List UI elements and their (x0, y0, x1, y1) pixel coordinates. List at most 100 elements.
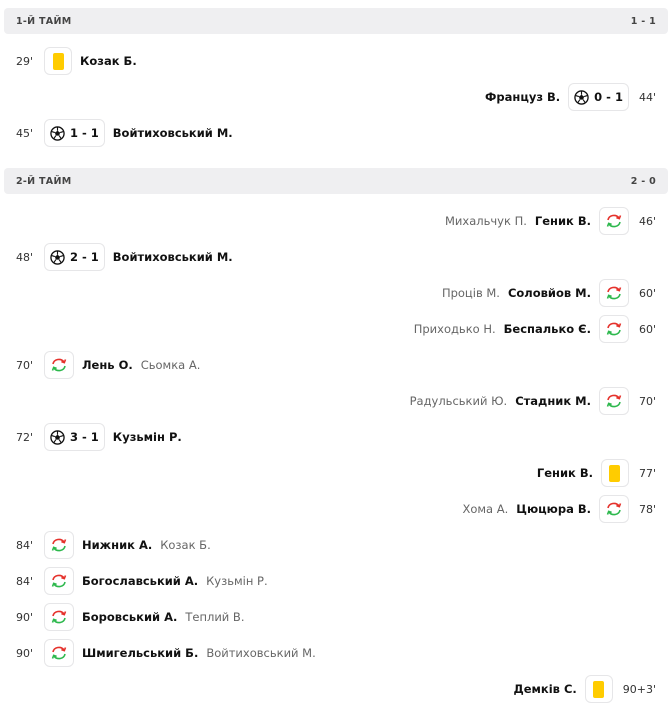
half-score: 2 - 0 (630, 175, 656, 187)
player-name[interactable]: Шмигельський Б. (82, 646, 199, 660)
player-name[interactable]: Богославський А. (82, 574, 199, 588)
yellow-card-icon (52, 52, 64, 70)
player-name[interactable]: Войтиховський М. (112, 250, 233, 264)
player-name[interactable]: Нижник А. (82, 538, 153, 552)
event-minute: 48' (16, 250, 34, 264)
event-type-badge (598, 495, 629, 523)
event-type-badge (44, 567, 74, 595)
event-type-badge (44, 603, 74, 631)
event-type-badge (598, 315, 629, 343)
event-type-badge: 2 - 1 (44, 243, 105, 271)
event-type-badge (598, 387, 629, 415)
substituted-player[interactable]: Теплий В. (185, 610, 245, 624)
event-minute: 78' (638, 502, 656, 516)
event-type-badge (44, 639, 74, 667)
player-name[interactable]: Цюцюра В. (516, 502, 591, 516)
event-minute: 60' (638, 322, 656, 336)
substitution-icon (50, 357, 68, 373)
substituted-player[interactable]: Радульський Ю. (409, 394, 508, 408)
half-header: 2-Й ТАЙМ 2 - 0 (4, 168, 668, 194)
player-name[interactable]: Геник В. (534, 214, 591, 228)
event-type-badge (44, 351, 74, 379)
event-minute: 70' (638, 394, 656, 408)
football-icon (574, 89, 589, 105)
event-row: Проців М. Соловйов М. 60' (0, 278, 670, 308)
event-type-badge: 1 - 1 (44, 119, 105, 147)
substitution-icon (605, 393, 623, 409)
event-type-badge (598, 279, 629, 307)
substitution-icon (605, 501, 623, 517)
goal-score: 2 - 1 (70, 250, 99, 264)
goal-score: 1 - 1 (70, 126, 99, 140)
substitution-icon (605, 321, 623, 337)
event-row: Хома А. Цюцюра В. 78' (0, 494, 670, 524)
event-type-badge (44, 47, 72, 75)
football-icon (50, 249, 65, 265)
event-minute: 60' (638, 286, 656, 300)
event-row: Приходько Н. Беспалько Є. 60' (0, 314, 670, 344)
event-minute: 70' (16, 358, 34, 372)
event-row: Француз В. 0 - 1 44' (0, 82, 670, 112)
event-type-badge: 0 - 1 (568, 83, 629, 111)
event-minute: 90+3' (622, 682, 656, 696)
event-type-badge: 3 - 1 (44, 423, 105, 451)
substituted-player[interactable]: Кузьмін Р. (206, 574, 268, 588)
event-minute: 44' (638, 90, 656, 104)
player-name[interactable]: Геник В. (536, 466, 593, 480)
event-type-badge (584, 675, 613, 703)
yellow-card-icon (593, 680, 605, 698)
event-row: 84' Богославський А. Кузьмін Р. (0, 566, 670, 596)
event-row: Радульський Ю. Стадник М. 70' (0, 386, 670, 416)
event-row: Геник В. 77' (0, 458, 670, 488)
yellow-card-icon (609, 464, 621, 482)
goal-score: 0 - 1 (594, 90, 623, 104)
football-icon (50, 429, 65, 445)
player-name[interactable]: Козак Б. (80, 54, 137, 68)
player-name[interactable]: Беспалько Є. (503, 322, 591, 336)
event-row: 90' Боровський А. Теплий В. (0, 602, 670, 632)
substitution-icon (50, 645, 68, 661)
substituted-player[interactable]: Хома А. (462, 502, 509, 516)
event-minute: 72' (16, 430, 34, 444)
event-minute: 84' (16, 538, 34, 552)
event-minute: 90' (16, 646, 34, 660)
substitution-icon (605, 285, 623, 301)
substitution-icon (50, 537, 68, 553)
event-minute: 29' (16, 54, 34, 68)
event-row: 90' Шмигельський Б. Войтиховський М. (0, 638, 670, 668)
event-minute: 45' (16, 126, 34, 140)
event-row: 29' Козак Б. (0, 46, 670, 76)
player-name[interactable]: Стадник М. (515, 394, 591, 408)
substitution-icon (50, 609, 68, 625)
player-name[interactable]: Соловйов М. (507, 286, 591, 300)
event-row: Демків С. 90+3' (0, 674, 670, 704)
substituted-player[interactable]: Войтиховський М. (206, 646, 316, 660)
substituted-player[interactable]: Козак Б. (160, 538, 211, 552)
substitution-icon (605, 213, 623, 229)
substitution-icon (50, 573, 68, 589)
event-row: 84' Нижник А. Козак Б. (0, 530, 670, 560)
event-type-badge (600, 459, 629, 487)
half-header: 1-Й ТАЙМ 1 - 1 (4, 8, 668, 34)
player-name[interactable]: Француз В. (484, 90, 561, 104)
substituted-player[interactable]: Сьомка А. (140, 358, 201, 372)
event-type-badge (598, 207, 629, 235)
event-minute: 84' (16, 574, 34, 588)
substituted-player[interactable]: Проців М. (441, 286, 500, 300)
player-name[interactable]: Кузьмін Р. (112, 430, 182, 444)
event-minute: 77' (638, 466, 656, 480)
event-row: 48' 2 - 1 Войтиховський М. (0, 242, 670, 272)
event-row: 45' 1 - 1 Войтиховський М. (0, 118, 670, 148)
substituted-player[interactable]: Михальчук П. (445, 214, 527, 228)
half-title: 2-Й ТАЙМ (16, 175, 72, 187)
player-name[interactable]: Войтиховський М. (112, 126, 233, 140)
goal-score: 3 - 1 (70, 430, 99, 444)
football-icon (50, 125, 65, 141)
player-name[interactable]: Лень О. (82, 358, 133, 372)
half-title: 1-Й ТАЙМ (16, 15, 72, 27)
player-name[interactable]: Боровський А. (82, 610, 178, 624)
event-minute: 90' (16, 610, 34, 624)
half-score: 1 - 1 (630, 15, 656, 27)
substituted-player[interactable]: Приходько Н. (413, 322, 496, 336)
player-name[interactable]: Демків С. (513, 682, 577, 696)
